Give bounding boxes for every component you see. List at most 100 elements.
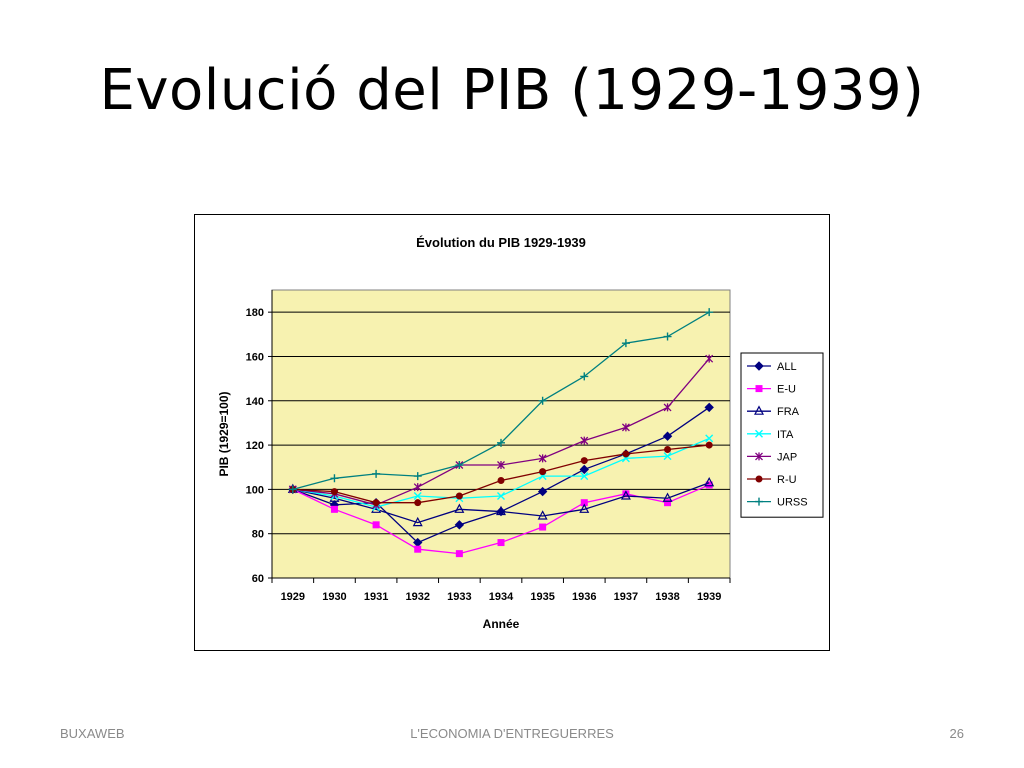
y-axis-label: PIB (1929=100) xyxy=(217,391,231,476)
data-point-urss-1930 xyxy=(330,474,339,483)
data-point-all-1933 xyxy=(454,520,465,530)
y-tick-label-60: 60 xyxy=(252,573,264,585)
legend-marker-jap xyxy=(755,452,763,461)
data-point-ita-1932 xyxy=(413,492,422,501)
chart-title: Évolution du PIB 1929-1939 xyxy=(416,235,586,250)
data-point-r-u-1932 xyxy=(414,499,422,507)
x-tick-label-1930: 1930 xyxy=(322,591,346,603)
legend-label-jap: JAP xyxy=(777,451,797,463)
x-tick-label-1937: 1937 xyxy=(614,591,638,603)
legend-marker-r-u xyxy=(755,475,763,483)
data-point-r-u-1939 xyxy=(705,441,713,449)
data-point-jap-1937 xyxy=(621,423,630,432)
x-tick-label-1938: 1938 xyxy=(655,591,679,603)
data-point-urss-1935 xyxy=(538,396,547,405)
data-point-ita-1938 xyxy=(663,452,672,461)
gdp-line-chart: Évolution du PIB 1929-1939 60 80 100 120 140 1… xyxy=(217,235,824,631)
data-point-e-u-1935 xyxy=(539,523,547,531)
data-point-e-u-1934 xyxy=(497,539,505,547)
x-tick-label-1939: 1939 xyxy=(697,591,721,603)
data-point-e-u-1938 xyxy=(664,499,672,507)
data-point-r-u-1934 xyxy=(497,477,505,485)
data-point-r-u-1938 xyxy=(664,446,672,454)
data-point-r-u-1935 xyxy=(539,468,547,476)
data-point-jap-1938 xyxy=(663,403,672,412)
data-point-jap-1934 xyxy=(497,461,505,470)
x-tick-label-1931: 1931 xyxy=(364,591,388,603)
data-point-urss-1937 xyxy=(621,339,630,348)
x-tick-label-1935: 1935 xyxy=(530,591,554,603)
data-point-fra-1932 xyxy=(412,516,423,527)
legend-label-fra: FRA xyxy=(777,406,800,418)
data-point-all-1936 xyxy=(579,464,589,475)
data-point-e-u-1932 xyxy=(414,545,422,553)
data-point-e-u-1931 xyxy=(372,521,380,529)
data-point-urss-1929 xyxy=(288,485,297,494)
legend-label-ita: ITA xyxy=(777,429,794,441)
series-line-fra xyxy=(292,482,710,524)
footer-center: L'ECONOMIA D'ENTREGUERRES xyxy=(410,726,614,741)
x-tick-label-1936: 1936 xyxy=(572,591,596,603)
data-point-ita-1939 xyxy=(705,434,714,443)
data-point-e-u-1939 xyxy=(705,481,713,489)
data-point-fra-1936 xyxy=(579,503,590,513)
data-point-r-u-1933 xyxy=(455,492,463,500)
data-point-urss-1938 xyxy=(663,332,672,341)
y-tick-label-180: 180 xyxy=(246,307,264,319)
x-tick-label-1934: 1934 xyxy=(489,591,514,603)
data-point-fra-1938 xyxy=(662,492,673,502)
data-point-all-1939 xyxy=(704,402,714,413)
plot-area xyxy=(271,289,731,579)
data-point-fra-1935 xyxy=(537,510,548,520)
x-axis-label: Année xyxy=(483,617,520,631)
data-point-r-u-1931 xyxy=(372,499,380,507)
data-point-ita-1936 xyxy=(580,472,589,481)
data-point-fra-1934 xyxy=(496,505,506,516)
legend-marker-ita xyxy=(755,429,763,438)
data-point-all-1935 xyxy=(537,486,548,497)
data-point-jap-1936 xyxy=(580,436,589,445)
legend-label-e-u: E-U xyxy=(777,384,796,396)
chart-frame: Évolution du PIB 1929-1939 60 80 100 120 140 1… xyxy=(194,214,830,651)
y-tick-label-140: 140 xyxy=(246,396,264,408)
data-point-jap-1932 xyxy=(413,483,422,492)
data-point-urss-1933 xyxy=(455,461,464,470)
footer-left: BUXAWEB xyxy=(60,726,125,741)
data-point-urss-1932 xyxy=(413,472,422,481)
data-point-jap-1939 xyxy=(705,354,714,363)
x-tick-label-1933: 1933 xyxy=(447,591,471,603)
y-tick-label-80: 80 xyxy=(252,529,264,541)
data-point-fra-1933 xyxy=(454,503,465,513)
legend-marker-fra xyxy=(754,405,764,415)
data-point-e-u-1937 xyxy=(622,490,630,498)
data-point-fra-1937 xyxy=(620,490,631,500)
y-tick-label-120: 120 xyxy=(246,440,264,452)
data-point-urss-1936 xyxy=(580,372,589,381)
data-point-all-1938 xyxy=(662,431,673,441)
x-tick-label-1932: 1932 xyxy=(405,591,429,603)
y-tick-label-160: 160 xyxy=(246,351,264,363)
legend-label-urss: URSS xyxy=(777,497,808,509)
data-point-ita-1934 xyxy=(497,492,505,501)
data-point-r-u-1936 xyxy=(580,457,588,465)
data-point-e-u-1936 xyxy=(580,499,588,507)
data-point-urss-1934 xyxy=(497,438,505,447)
data-point-e-u-1930 xyxy=(330,505,338,513)
legend-label-r-u: R-U xyxy=(777,474,797,486)
data-point-urss-1931 xyxy=(372,469,381,478)
data-point-e-u-1933 xyxy=(455,550,463,558)
data-point-r-u-1930 xyxy=(330,488,338,496)
data-point-fra-1939 xyxy=(704,476,715,487)
data-point-r-u-1937 xyxy=(622,450,630,458)
legend-marker-e-u xyxy=(755,385,763,393)
x-tick-label-1929: 1929 xyxy=(281,591,305,603)
data-point-urss-1939 xyxy=(705,308,714,317)
slide-number: 26 xyxy=(949,726,964,741)
legend-label-all: ALL xyxy=(777,361,797,373)
legend-marker-urss xyxy=(755,497,763,506)
slide-title: Evolució del PIB (1929-1939) xyxy=(99,58,925,123)
y-tick-label-100: 100 xyxy=(246,484,264,496)
legend-marker-all xyxy=(754,361,764,371)
legend-box xyxy=(740,352,824,518)
data-point-jap-1935 xyxy=(538,454,547,463)
